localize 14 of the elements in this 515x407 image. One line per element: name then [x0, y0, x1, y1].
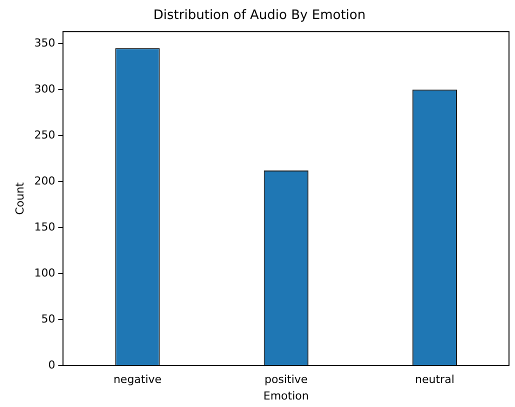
y-tick-label: 100 [34, 266, 56, 280]
y-tick-label: 300 [34, 82, 56, 96]
x-tick-label: negative [113, 373, 162, 386]
y-tick-label: 0 [48, 358, 56, 372]
y-tick-label: 150 [34, 220, 56, 234]
y-tick-label: 50 [41, 312, 56, 326]
y-tick-label: 250 [34, 128, 56, 142]
y-tick-label: 200 [34, 174, 56, 188]
chart-title: Distribution of Audio By Emotion [153, 8, 366, 24]
y-tick-label: 350 [34, 36, 56, 50]
x-tick-label: neutral [415, 373, 454, 386]
x-axis-title: Emotion [263, 389, 309, 402]
x-tick-label: positive [264, 373, 308, 386]
y-axis-title: Count [13, 182, 26, 215]
